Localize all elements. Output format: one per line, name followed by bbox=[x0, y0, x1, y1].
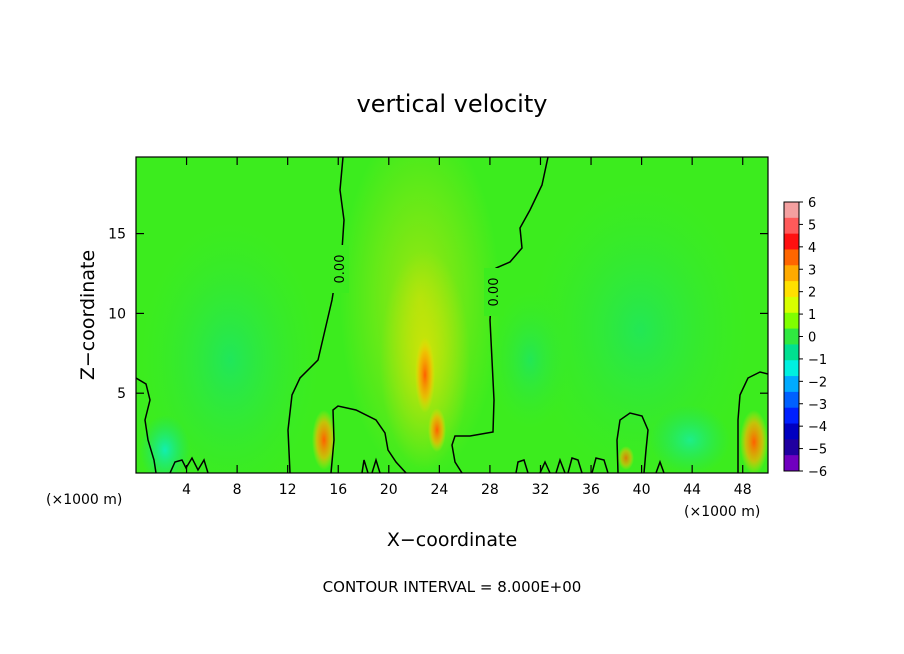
x-unit-left: (×1000 m) bbox=[46, 492, 122, 508]
contour-line bbox=[451, 157, 549, 473]
contour-label-bg bbox=[329, 245, 349, 293]
zero-contours bbox=[136, 157, 768, 473]
colorbar-swatch bbox=[784, 344, 799, 361]
x-unit-right: (×1000 m) bbox=[684, 504, 760, 520]
colorbar-swatch bbox=[784, 376, 799, 393]
contour-interval-note: CONTOUR INTERVAL = 8.000E+00 bbox=[323, 578, 582, 596]
y-axis-ticks: 5 10 15 bbox=[108, 227, 768, 402]
x-tick-label: 24 bbox=[430, 482, 448, 498]
updraft-core bbox=[312, 410, 336, 470]
colorbar-swatch bbox=[784, 281, 799, 298]
plot-area: 0.00 0.00 bbox=[136, 157, 768, 473]
x-tick-label: 40 bbox=[633, 482, 651, 498]
x-tick-label: 12 bbox=[279, 482, 297, 498]
chart-title: vertical velocity bbox=[357, 90, 548, 118]
contour-line bbox=[136, 377, 157, 473]
colorbar-swatch bbox=[784, 391, 799, 409]
x-tick-label: 4 bbox=[182, 482, 191, 498]
x-tick-label: 32 bbox=[532, 482, 550, 498]
contour-line bbox=[361, 457, 381, 473]
colorbar-label: 2 bbox=[808, 286, 816, 301]
contour-line bbox=[655, 459, 665, 473]
y-tick-label: 15 bbox=[108, 227, 126, 243]
colorbar-swatch bbox=[784, 296, 799, 314]
x-tick-label: 28 bbox=[481, 482, 499, 498]
colorbar-swatch bbox=[784, 217, 799, 235]
contour-line bbox=[287, 157, 345, 473]
colorbar-swatch bbox=[784, 328, 799, 345]
contour-line bbox=[616, 412, 649, 473]
contour-line bbox=[330, 405, 407, 473]
x-tick-label: 48 bbox=[734, 482, 752, 498]
colorbar-label: 3 bbox=[808, 263, 816, 278]
contour-line bbox=[169, 456, 209, 473]
contour-line bbox=[515, 457, 609, 473]
colorbar-label: 0 bbox=[808, 331, 816, 346]
colorbar-swatch bbox=[784, 233, 799, 250]
y-tick-label: 5 bbox=[117, 386, 126, 402]
colorbar-swatch bbox=[784, 360, 799, 377]
colorbar-swatch bbox=[784, 202, 799, 219]
colorbar-label: −3 bbox=[808, 398, 827, 413]
x-tick-label: 36 bbox=[582, 482, 600, 498]
x-tick-label: 20 bbox=[380, 482, 398, 498]
updraft-core bbox=[618, 446, 634, 470]
contour-label-bg bbox=[484, 268, 504, 316]
colorbar-label: 5 bbox=[808, 218, 816, 233]
downdraft-region bbox=[140, 415, 190, 473]
contour-label: 0.00 bbox=[333, 255, 348, 284]
contour-label: 0.00 bbox=[487, 278, 502, 307]
colorbar-swatch bbox=[784, 265, 799, 282]
colorbar-swatch bbox=[784, 423, 799, 440]
updraft-core bbox=[428, 408, 446, 452]
y-tick-label: 10 bbox=[108, 306, 126, 322]
colorbar-label: −1 bbox=[808, 353, 827, 368]
contour-line bbox=[737, 371, 768, 473]
x-tick-label: 44 bbox=[683, 482, 701, 498]
plot-frame bbox=[135, 156, 769, 474]
updraft-core bbox=[415, 337, 435, 413]
colorbar-swatch bbox=[784, 455, 799, 472]
colorbar-label: −6 bbox=[808, 465, 827, 480]
downdraft-region bbox=[650, 405, 730, 473]
updraft-core bbox=[740, 410, 768, 473]
colorbar-label: 6 bbox=[808, 196, 816, 211]
y-axis-title: Z−coordinate bbox=[77, 250, 99, 380]
colorbar-label: −4 bbox=[808, 420, 827, 435]
downdraft-region bbox=[490, 290, 570, 430]
x-tick-label: 16 bbox=[329, 482, 347, 498]
colorbar-label: 1 bbox=[808, 308, 816, 323]
x-tick-label: 8 bbox=[233, 482, 242, 498]
colorbar-swatch bbox=[784, 439, 799, 456]
colorbar-label: −2 bbox=[808, 375, 827, 390]
downdraft-region bbox=[530, 180, 750, 473]
colorbar-swatch bbox=[784, 407, 799, 425]
colorbar-label: 4 bbox=[808, 241, 816, 256]
colorbar-swatch bbox=[784, 312, 799, 330]
x-axis-ticks: 4 8 12 16 20 24 28 32 36 40 44 48 bbox=[182, 157, 752, 498]
colorbar-label: −5 bbox=[808, 443, 827, 458]
downdraft-region bbox=[140, 220, 320, 473]
colorbar-swatch bbox=[784, 249, 799, 266]
x-axis-title: X−coordinate bbox=[387, 529, 517, 551]
colorbar: 6 5 4 3 2 1 0 −1 −2 −3 −4 −5 −6 bbox=[783, 196, 827, 480]
